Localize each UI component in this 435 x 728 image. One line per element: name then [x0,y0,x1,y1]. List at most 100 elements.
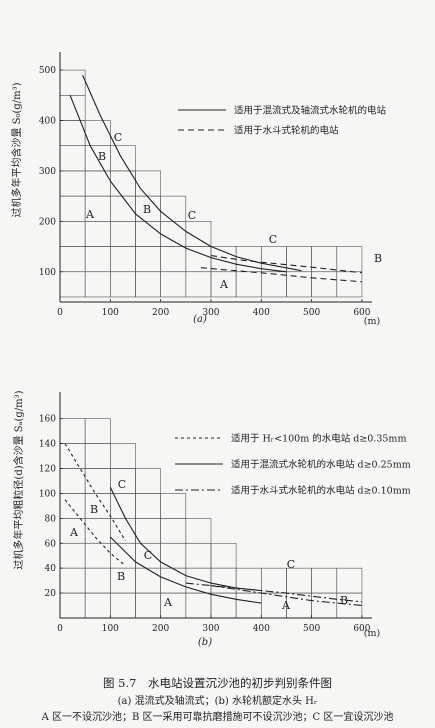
grid-cell [84,468,111,494]
region-label: B [340,594,348,607]
grid-cell [135,518,161,544]
region-label: A [163,596,173,609]
series-line-4 [109,536,262,604]
grid-cell [210,542,237,569]
grid-cell [59,145,86,172]
grid-cell [185,221,212,247]
grid-cell [84,567,111,594]
legend-label: 适用于 Hᵣ<100m 的水电站 d≥0.35mm [231,433,406,445]
grid-cell [286,592,312,619]
x-tick-label: 0 [57,624,63,634]
region-label: C [144,549,152,562]
grid-cell [160,567,187,594]
region-label: B [374,252,382,265]
grid-cell [311,271,338,298]
region-label: A [281,599,291,612]
series-line-3 [109,486,262,592]
grid-cell [135,221,161,247]
region-label: A [69,526,79,539]
x-tick-label: 300 [202,624,219,634]
region-label: A [219,278,229,291]
series-line-1 [64,443,126,542]
grid-cell [110,221,136,247]
y-tick-label: 40 [45,564,57,574]
y-tick-label: 100 [39,268,56,278]
x-tick-label: 600 [353,624,370,634]
grid-cell [59,542,86,569]
grid-cell [160,271,187,298]
grid-cell [336,271,363,298]
x-tick-label: 200 [152,624,169,634]
grid-cell [235,592,262,619]
grid-cell [84,518,111,544]
grid-cell [135,468,161,494]
grid-cell [185,567,212,594]
figure-legend-caption: A 区一不设沉沙池；B 区一采用可靠抗磨措施可不设沉沙池；C 区一宜设沉沙池 [41,712,394,723]
grid-cell [84,221,111,247]
region-label: A [85,208,95,221]
y-tick-label: 120 [39,465,56,475]
grid-cell [210,567,237,594]
y-tick-label: 300 [39,167,56,177]
y-tick-label: 80 [45,514,57,524]
y-tick-label: 200 [39,217,56,227]
grid-cell [235,271,262,298]
chart-b: 0 100 200 300 400 500 600 20 40 60 80 100 120 140 160 过… [12,390,411,648]
grid-cell [336,567,363,594]
grid-cell [160,195,187,222]
y-axis-label: 过机多年平均粗粒径(d)含沙量 Sₐ(g/m³) [12,390,25,569]
grid-cell [260,271,287,298]
grid-cell [286,271,312,298]
region-label: B [117,570,125,583]
grid-cell [160,493,187,519]
x-tick-label: 200 [152,308,169,318]
grid-cell [311,567,338,594]
grid-cell [185,542,212,569]
grid-cell [110,493,136,519]
grid-cell [135,493,161,519]
x-tick-label: 100 [102,308,119,318]
figure-subcaption: (a) 混流式及轴流式；(b) 水轮机额定水头 Hᵣ [117,696,318,707]
grid-cell [135,567,161,594]
legend-label: 适用于混流式及轴流式水轮机的电站 [234,105,387,117]
grid-cell [135,246,161,273]
grid-cell [135,170,161,197]
grid-cell [59,246,86,273]
grid-cell [84,271,111,298]
y-tick-label: 100 [39,489,56,499]
x-tick-label: 500 [303,624,320,634]
grid-cell [59,94,86,121]
y-tick-label: 60 [45,539,57,549]
grid-cell [135,271,161,298]
grid-cell [84,418,111,444]
grid-cell [110,592,136,619]
grid-cell [59,418,86,444]
figure-title: 图 5.7 水电站设置沉沙池的初步判别条件图 [103,676,332,690]
grid-cell [110,271,136,298]
grid-cell [84,592,111,619]
grid-cell [59,221,86,247]
region-label: B [90,503,98,516]
region-label: B [143,203,151,216]
grid-cell [185,518,212,544]
chart-a: 0 100 200 300 400 500 600 100 200 300 400 500 过机多年平均… [10,52,387,327]
legend-label: 适用于混流式水轮机的水电站 d≥0.25mm [231,459,411,471]
grid-cell [160,221,187,247]
grid-cell [110,443,136,469]
panel-label: (a) [193,314,207,325]
x-tick-label: 600 [353,308,370,318]
grid-cell [260,246,287,273]
y-tick-label: 20 [45,589,57,599]
grid-cell [160,246,187,273]
region-label: B [98,150,106,163]
grid-cell [336,246,363,273]
grid-cell [286,246,312,273]
grid-cell [59,567,86,594]
legend-label: 适用于水斗式轮机的电站 [234,125,339,137]
y-tick-label: 400 [39,117,56,127]
grid-cell [59,69,86,96]
series-line-2 [82,74,302,272]
grid-cell [135,592,161,619]
grid-cell [59,493,86,519]
